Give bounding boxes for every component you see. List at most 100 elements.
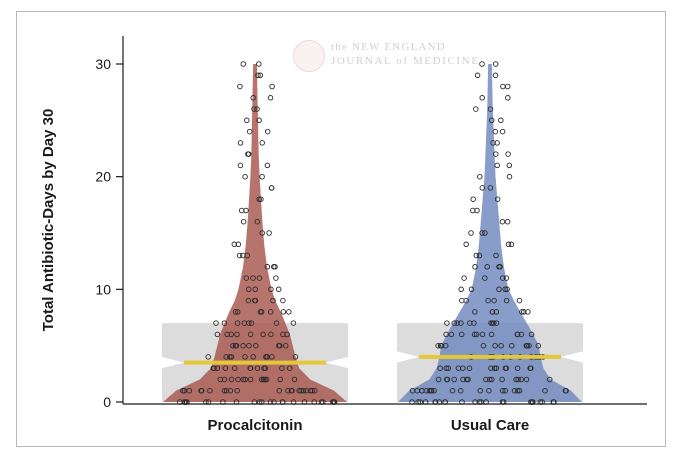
data-point [471,331,478,338]
data-point [444,376,451,383]
data-point [244,117,250,124]
data-point [511,387,518,394]
data-point [263,354,269,360]
data-point [516,387,523,394]
data-point [250,275,256,281]
data-point [245,151,251,157]
data-point [444,320,450,326]
data-point [458,286,464,293]
data-point [273,320,280,326]
data-point [251,106,257,112]
data-point [460,365,466,371]
data-point [523,376,530,383]
data-point [273,275,279,281]
data-point [271,264,277,270]
data-point [483,376,489,383]
data-point [298,387,304,394]
data-point [437,365,443,371]
data-point [232,309,239,315]
data-point [435,342,441,349]
data-point [488,117,495,124]
data-point [246,342,252,349]
data-point [227,354,233,360]
data-point [252,297,259,304]
data-point [523,342,530,349]
data-point [290,320,297,326]
data-point [496,286,502,293]
data-point [214,331,221,338]
data-point [466,365,473,371]
data-point [247,365,253,371]
data-point [252,286,258,293]
data-point [207,387,213,394]
data-point [468,286,475,293]
data-point [535,342,542,349]
data-point [528,365,534,371]
data-point [230,342,236,349]
data-point [253,342,259,349]
data-point [514,365,521,371]
data-point [498,342,504,349]
data-point [247,331,254,338]
data-point [228,331,235,338]
data-point [497,264,503,270]
data-point [503,275,510,281]
data-point [493,252,499,259]
data-point [260,331,266,338]
data-point [499,218,506,225]
data-point [264,264,271,270]
data-point [477,387,484,394]
data-point [269,354,275,360]
data-point [490,140,496,146]
data-point [451,320,458,326]
data-point [237,162,244,169]
data-point [508,241,515,248]
data-point [505,151,511,157]
data-point [467,320,473,326]
data-point [482,230,488,236]
usual-care-category-label: Usual Care [451,417,529,434]
watermark-line-1: the NEW ENGLAND [331,41,446,53]
data-point [280,297,286,304]
data-point [276,387,282,394]
data-point [248,320,255,326]
y-tick-label: 30 [95,56,111,72]
data-point [506,162,513,169]
data-point [267,309,274,315]
data-point [448,331,455,338]
data-point [256,196,262,202]
data-point [505,241,512,248]
data-point [486,376,493,383]
data-point [259,140,265,146]
data-point [479,61,485,67]
data-point [463,297,469,304]
data-point [259,230,265,236]
procalcitonin-violin [163,64,347,402]
data-point [242,173,248,180]
data-point [474,207,480,214]
data-point [518,331,525,338]
data-point [240,61,247,67]
data-point [280,309,287,315]
data-point [256,275,263,281]
data-point [234,387,240,394]
data-point [267,95,274,101]
data-point [244,252,251,259]
data-point [494,140,500,146]
y-tick-label: 10 [95,281,111,297]
journal-watermark-logo: the NEW ENGLAND JOURNAL of MEDICINE [293,38,493,72]
data-point [562,387,569,394]
data-point [499,275,506,281]
data-point [242,376,248,383]
data-point [445,365,451,371]
data-point [476,252,483,259]
data-point [468,230,474,236]
data-point [280,331,286,338]
data-point [502,286,508,293]
data-point [236,252,243,259]
data-point [472,264,478,270]
y-tick-label: 20 [95,169,111,185]
data-point [480,342,487,349]
data-point [221,320,228,326]
watermark-line-2: JOURNAL of MEDICINE [331,55,480,67]
